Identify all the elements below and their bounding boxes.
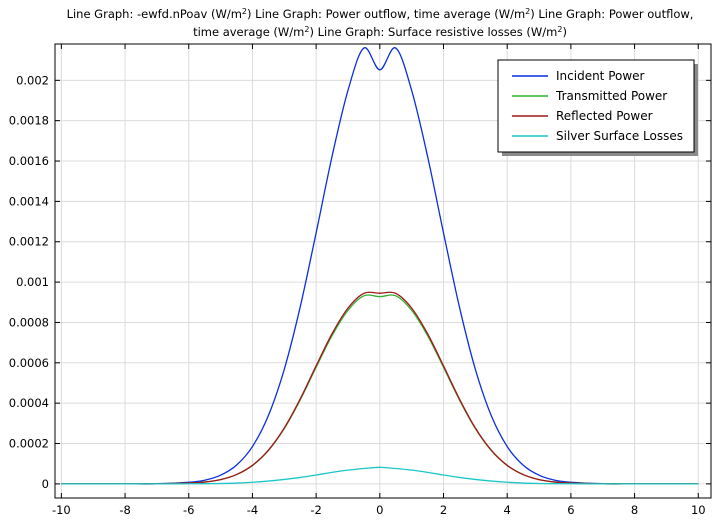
series-line-silver-surface-losses: [61, 466, 699, 485]
y-tick-label: 0.0008: [9, 315, 49, 329]
x-tick-label: 0: [376, 503, 383, 517]
legend-entry-label: Incident Power: [556, 69, 645, 83]
title-segment: ) Line Graph: Surface resistive losses (…: [309, 25, 557, 39]
title-superscript: 2: [525, 7, 530, 16]
x-tick-label: -2: [310, 503, 321, 517]
y-tick-label: 0.0004: [9, 396, 49, 410]
title-segment: ): [562, 25, 567, 39]
series-line-incident-power: [61, 47, 699, 485]
title-superscript: 2: [242, 7, 247, 16]
y-tick-label: 0.0002: [9, 437, 49, 451]
y-tick-label: 0.001: [16, 275, 49, 289]
series-line-reflected-power: [61, 291, 699, 485]
title-segment: time average (W/m: [193, 25, 304, 39]
title-superscript: 2: [304, 25, 309, 34]
legend-entry-label: Silver Surface Losses: [556, 129, 683, 143]
y-tick-label: 0: [42, 477, 49, 491]
series-lines: [61, 47, 699, 485]
x-tick-label: -8: [119, 503, 130, 517]
legend-entry-label: Reflected Power: [556, 109, 653, 123]
y-tick-label: 0.0012: [9, 235, 49, 249]
y-tick-label: 0.002: [16, 73, 49, 87]
x-tick-label: 8: [631, 503, 638, 517]
chart-title-line: Line Graph: -ewfd.nPoav (W/m2) Line Grap…: [67, 7, 694, 22]
x-tick-label: -4: [247, 503, 258, 517]
y-tick-label: 0.0018: [9, 114, 49, 128]
chart-title-line: time average (W/m2) Line Graph: Surface …: [193, 25, 567, 40]
axis-ticks: -10 -8 -6 -4 -2 0 2 4 6 8 10 0 0.0002 0.0004 0.0006 0.0…: [9, 44, 711, 517]
title-segment: ) Line Graph: Power outflow, time averag…: [247, 7, 525, 21]
x-tick-label: 2: [440, 503, 447, 517]
title-segment: Line Graph: -ewfd.nPoav (W/m: [67, 7, 242, 21]
x-tick-label: -10: [52, 503, 71, 517]
plot-frame: [54, 43, 712, 499]
x-tick-label: 6: [567, 503, 574, 517]
y-tick-label: 0.0016: [9, 154, 49, 168]
chart-title: Line Graph: -ewfd.nPoav (W/m2) Line Grap…: [67, 7, 694, 40]
title-segment: ) Line Graph: Power outflow,: [530, 7, 693, 21]
title-superscript: 2: [557, 25, 562, 34]
y-tick-label: 0.0014: [9, 194, 49, 208]
legend: Incident Power Transmitted Power Reflected…: [497, 59, 698, 156]
legend-entry-label: Transmitted Power: [555, 89, 667, 103]
x-tick-label: 10: [691, 503, 706, 517]
y-tick-label: 0.0006: [9, 356, 49, 370]
x-tick-label: 4: [504, 503, 511, 517]
x-tick-label: -6: [183, 503, 194, 517]
